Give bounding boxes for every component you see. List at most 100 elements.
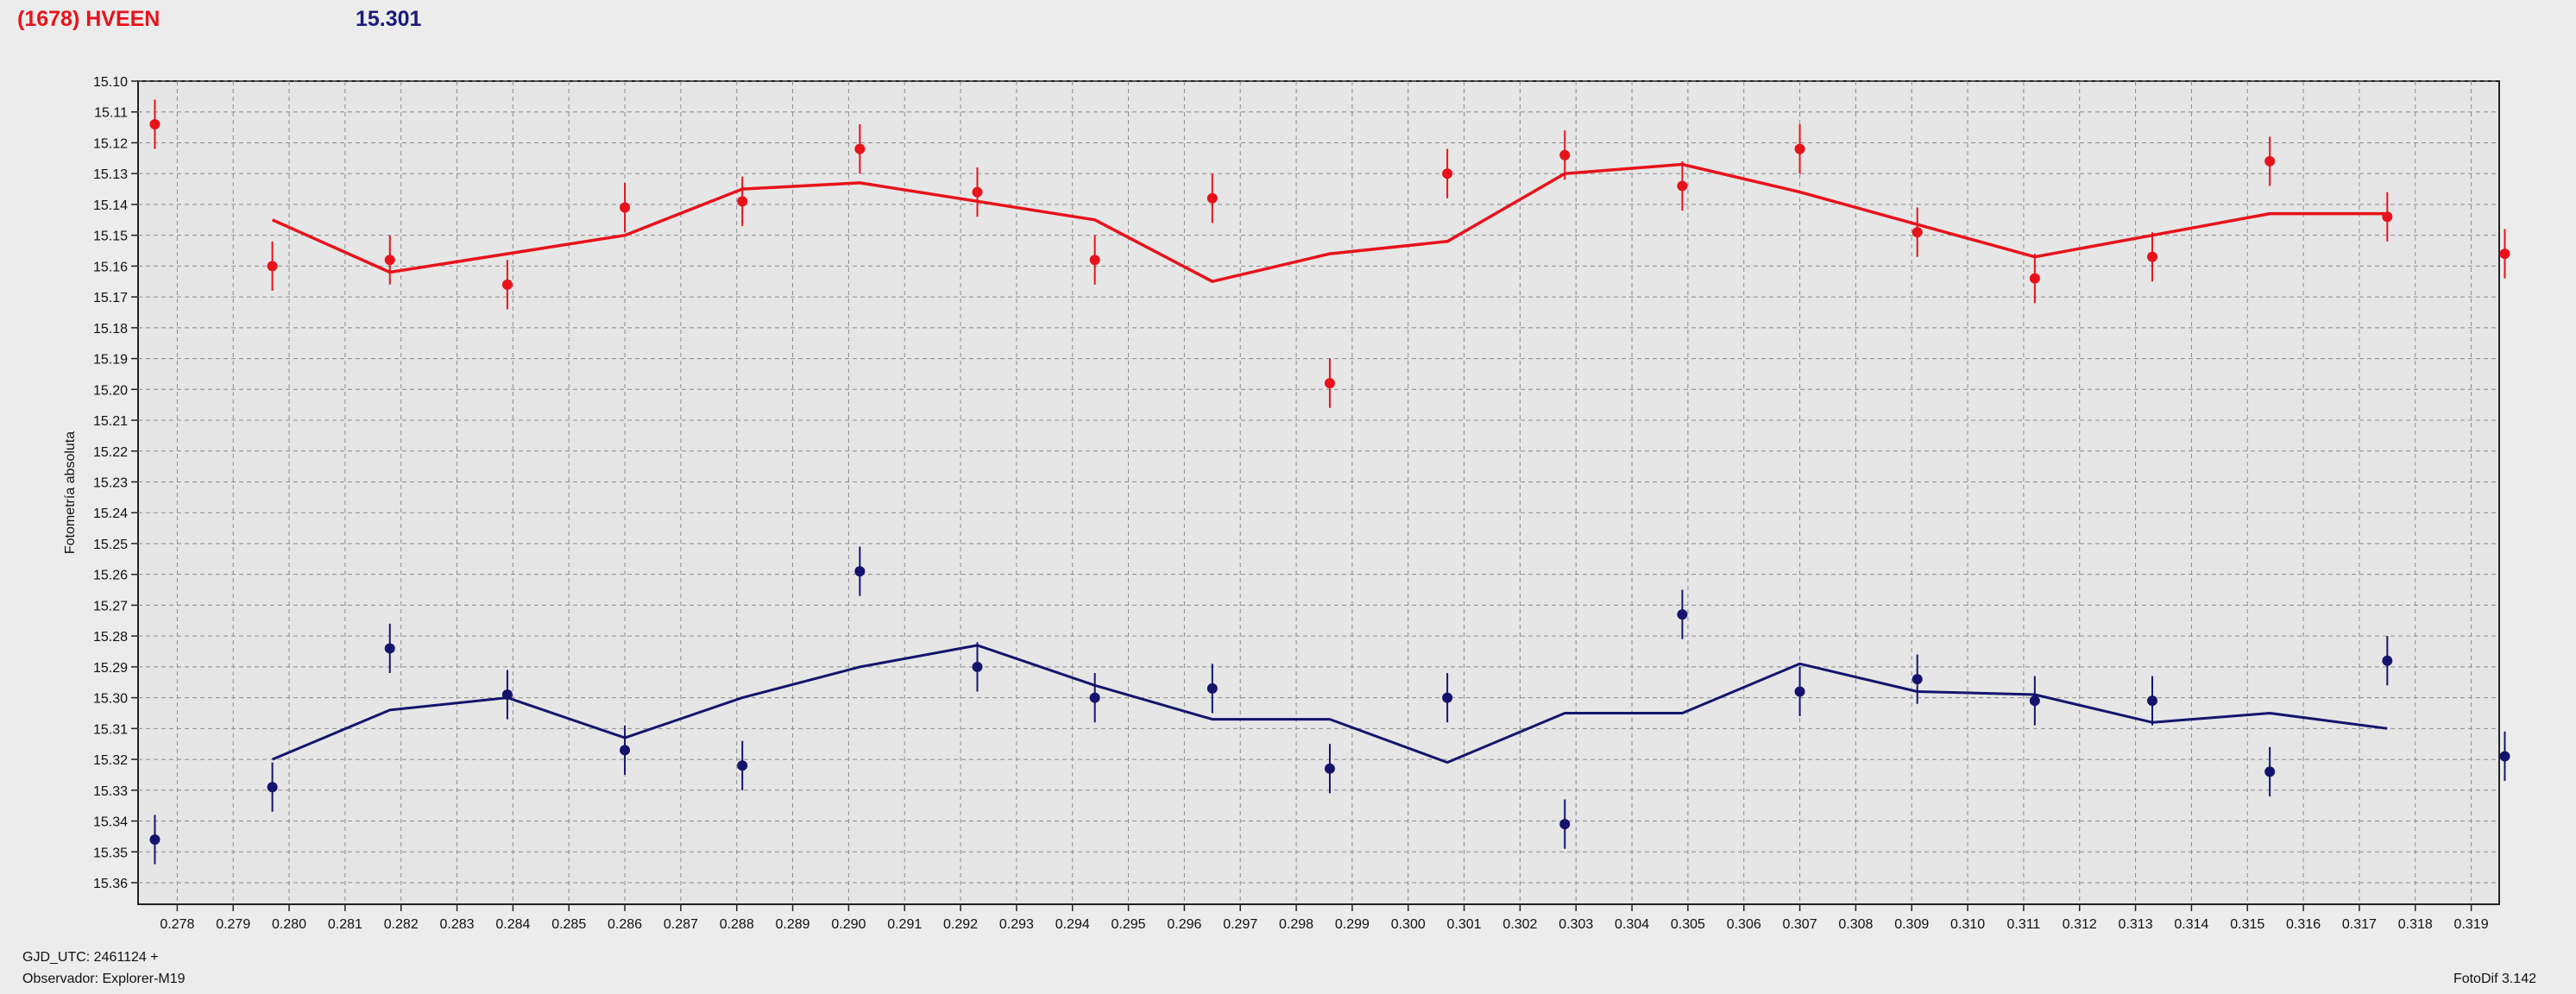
x-tick-label: 0.311 — [2006, 917, 2040, 932]
y-tick-label: 15.31 — [93, 722, 128, 737]
x-tick-label: 0.300 — [1391, 917, 1426, 932]
x-tick-label: 0.297 — [1223, 917, 1257, 932]
x-tick-label: 0.291 — [887, 917, 922, 932]
grid — [138, 80, 2499, 904]
y-tick-label: 15.18 — [93, 322, 128, 337]
y-tick-label: 15.12 — [93, 136, 128, 151]
y-tick-label: 15.13 — [93, 167, 128, 182]
data-point — [2499, 248, 2510, 260]
data-point — [501, 689, 513, 701]
data-point — [267, 782, 278, 793]
y-tick-label: 15.11 — [94, 106, 128, 121]
data-point — [267, 261, 278, 272]
x-tick-label: 0.280 — [272, 917, 306, 932]
data-point — [1912, 227, 1923, 238]
data-point — [1677, 180, 1688, 192]
data-point — [737, 760, 748, 771]
data-point — [1324, 378, 1335, 389]
data-point — [1442, 692, 1453, 703]
x-tick-label: 0.316 — [2286, 917, 2321, 932]
data-point — [972, 661, 983, 672]
data-point — [737, 196, 748, 207]
data-point — [1794, 686, 1805, 697]
data-point — [1442, 168, 1453, 179]
series-line-1 — [271, 162, 2388, 283]
gjd-label: GJD_UTC: 2461124 + — [22, 950, 159, 965]
data-point — [501, 279, 513, 290]
x-tick-label: 0.287 — [664, 917, 698, 932]
x-tick-label: 0.296 — [1167, 917, 1201, 932]
x-tick-label: 0.299 — [1335, 917, 1370, 932]
x-tick-label: 0.318 — [2398, 917, 2433, 932]
data-point — [854, 566, 866, 577]
data-point — [1559, 149, 1571, 160]
x-tick-label: 0.305 — [1671, 917, 1705, 932]
x-tick-label: 0.290 — [831, 917, 866, 932]
y-tick-label: 15.20 — [93, 383, 128, 398]
data-point — [1089, 692, 1100, 703]
data-point — [972, 186, 983, 198]
data-point — [2264, 766, 2276, 777]
x-tick-label: 0.295 — [1112, 917, 1146, 932]
data-point — [384, 255, 395, 266]
data-point — [384, 643, 395, 654]
x-tick-label: 0.310 — [1950, 917, 1985, 932]
y-tick-label: 15.16 — [93, 260, 128, 274]
x-tick-label: 0.317 — [2342, 917, 2377, 932]
data-point — [620, 745, 631, 756]
series-points — [149, 99, 2510, 865]
y-tick-label: 15.32 — [93, 753, 128, 768]
data-point — [2264, 155, 2276, 167]
data-point — [149, 119, 161, 130]
x-tick-label: 0.302 — [1502, 917, 1537, 932]
x-tick-label: 0.293 — [999, 917, 1034, 932]
y-tick-label: 15.14 — [93, 198, 128, 213]
y-tick-label: 15.36 — [93, 877, 128, 891]
x-tick-label: 0.315 — [2230, 917, 2264, 932]
x-tick-label: 0.288 — [720, 917, 754, 932]
y-tick-label: 15.25 — [93, 538, 128, 552]
x-tick-label: 0.281 — [328, 917, 362, 932]
data-point — [2382, 211, 2393, 223]
y-tick-label: 15.17 — [93, 291, 128, 305]
software-version: FotoDif 3.142 — [2453, 972, 2536, 986]
x-tick-label: 0.306 — [1727, 917, 1761, 932]
data-point — [149, 834, 161, 845]
data-point — [1089, 255, 1100, 266]
x-tick-label: 0.303 — [1559, 917, 1593, 932]
data-point — [1794, 143, 1805, 154]
data-point — [1206, 683, 1218, 694]
x-tick-label: 0.319 — [2454, 917, 2489, 932]
x-tick-label: 0.314 — [2174, 917, 2208, 932]
x-tick-label: 0.307 — [1783, 917, 1817, 932]
x-tick-label: 0.285 — [551, 917, 586, 932]
data-point — [1912, 674, 1923, 685]
y-tick-label: 15.35 — [93, 846, 128, 860]
data-point — [2147, 695, 2158, 707]
data-point — [2029, 273, 2040, 284]
x-axis-ticks: 0.278 0.279 0.280 0.281 0.282 0.283 0.284 0.285… — [160, 904, 2489, 932]
data-point — [2029, 695, 2040, 707]
data-point — [2499, 751, 2510, 762]
x-tick-label: 0.309 — [1894, 917, 1929, 932]
y-tick-label: 15.23 — [93, 475, 128, 490]
y-tick-label: 15.34 — [93, 815, 128, 830]
y-tick-label: 15.30 — [93, 692, 128, 707]
y-tick-label: 15.24 — [93, 506, 128, 521]
data-point — [1324, 763, 1335, 774]
y-tick-label: 15.10 — [93, 75, 128, 90]
data-point — [620, 202, 631, 213]
reference-magnitude: 15.301 — [356, 7, 422, 31]
x-tick-label: 0.284 — [495, 917, 530, 932]
x-tick-label: 0.313 — [2119, 917, 2153, 932]
x-tick-label: 0.292 — [943, 917, 978, 932]
x-tick-label: 0.298 — [1279, 917, 1313, 932]
y-tick-label: 15.22 — [93, 445, 128, 460]
x-tick-label: 0.279 — [216, 917, 250, 932]
data-point — [2382, 655, 2393, 666]
y-tick-label: 15.21 — [93, 414, 128, 429]
y-tick-label: 15.28 — [93, 630, 128, 645]
x-tick-label: 0.282 — [384, 917, 419, 932]
plot-area — [137, 80, 2500, 905]
data-point — [1206, 192, 1218, 204]
